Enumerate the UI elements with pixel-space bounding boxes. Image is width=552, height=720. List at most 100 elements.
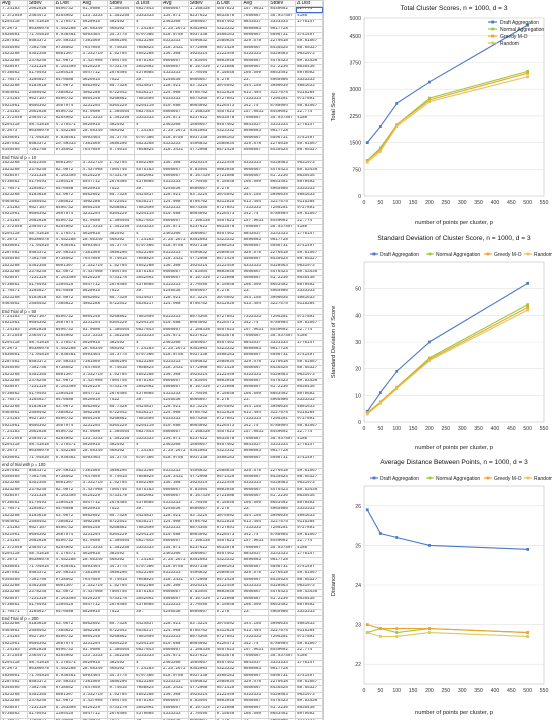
- table-cell[interactable]: 2378245: [26, 269, 55, 277]
- table-cell[interactable]: 88.65327: [295, 44, 323, 53]
- table-cell[interactable]: 58.41818: [26, 550, 55, 559]
- table-cell[interactable]: 5352355: [26, 51, 55, 59]
- table-cell[interactable]: 88.65327: [295, 365, 323, 373]
- table-cell[interactable]: 7392756: [26, 685, 55, 693]
- table-cell[interactable]: 9115284: [295, 198, 323, 207]
- table-cell[interactable]: 71.04816: [26, 563, 55, 572]
- table-cell[interactable]: 1776147: [295, 441, 323, 450]
- table-cell[interactable]: 80386078: [26, 236, 55, 245]
- column-header[interactable]: Stdev: [26, 0, 55, 8]
- table-cell[interactable]: 59.81567: [295, 531, 323, 540]
- data-point[interactable]: [526, 303, 530, 307]
- table-cell[interactable]: 9115284: [295, 627, 323, 636]
- table-cell[interactable]: 59.61567: [295, 140, 323, 149]
- table-cell[interactable]: 2558452: [26, 301, 55, 309]
- table-cell[interactable]: 9115284: [295, 301, 323, 309]
- table-cell[interactable]: 58.41818: [26, 121, 55, 130]
- table-cell[interactable]: 88.65327: [295, 147, 323, 155]
- data-point[interactable]: [365, 508, 369, 512]
- table-cell[interactable]: 5179493: [26, 390, 55, 399]
- table-cell[interactable]: 35.937597: [268, 435, 297, 444]
- table-cell[interactable]: 8583372: [26, 249, 55, 258]
- table-cell[interactable]: 88.65327: [295, 256, 323, 264]
- table-cell[interactable]: 7231329: [26, 493, 55, 501]
- table-cell[interactable]: 0656392: [26, 640, 55, 649]
- table-cell[interactable]: 80386078: [26, 666, 55, 674]
- table-cell[interactable]: 8583372: [26, 140, 55, 149]
- table-cell[interactable]: 2062028: [26, 646, 55, 655]
- table-cell[interactable]: 2062028: [26, 108, 55, 117]
- table-cell[interactable]: 2062028: [26, 326, 55, 335]
- table-cell[interactable]: 7231329: [26, 704, 55, 713]
- data-point[interactable]: [365, 141, 369, 144]
- table-cell[interactable]: 1776147: [295, 339, 323, 347]
- section-label[interactable]: End Trial of p = 10: [0, 153, 82, 162]
- table-cell[interactable]: 5179493: [26, 281, 55, 290]
- table-cell[interactable]: 89.53436: [295, 698, 323, 706]
- table-cell[interactable]: 7392756: [26, 474, 55, 482]
- table-cell[interactable]: 89.53436: [295, 166, 323, 175]
- table-cell[interactable]: 4186: [295, 544, 323, 552]
- data-point[interactable]: [395, 627, 399, 630]
- table-cell[interactable]: 3741497: [295, 31, 323, 40]
- table-cell[interactable]: 3741497: [295, 243, 323, 251]
- table-cell[interactable]: 0656392: [26, 320, 55, 328]
- table-cell[interactable]: 3265927: [26, 506, 55, 514]
- data-point[interactable]: [395, 387, 399, 391]
- table-cell[interactable]: 8635436: [295, 704, 323, 713]
- data-point[interactable]: [378, 391, 382, 395]
- table-cell[interactable]: 88.65327: [295, 576, 323, 585]
- data-point[interactable]: [395, 123, 399, 127]
- table-cell[interactable]: 22.774: [295, 108, 323, 117]
- table-cell[interactable]: 1776147: [295, 121, 323, 130]
- table-cell[interactable]: 7392756: [26, 147, 55, 155]
- table-cell[interactable]: 9631973: [295, 480, 323, 488]
- table-cell[interactable]: 0656392: [26, 531, 55, 540]
- data-point[interactable]: [428, 98, 431, 102]
- table-cell[interactable]: 3265927: [26, 288, 55, 296]
- table-cell[interactable]: 8583372: [26, 570, 55, 578]
- table-cell[interactable]: 9727891: [295, 313, 323, 322]
- table-cell[interactable]: 5183618: [26, 192, 55, 200]
- table-cell[interactable]: 88.65327: [295, 474, 323, 482]
- table-cell[interactable]: 3265927: [26, 608, 55, 617]
- table-cell[interactable]: 2558452: [26, 627, 55, 636]
- data-point[interactable]: [378, 532, 382, 535]
- data-point[interactable]: [428, 80, 431, 84]
- data-point[interactable]: [378, 148, 382, 152]
- table-cell[interactable]: 8635436: [295, 172, 323, 181]
- table-cell[interactable]: 9627107: [26, 204, 55, 213]
- table-cell[interactable]: 0656392: [26, 211, 55, 219]
- table-cell[interactable]: 8635436: [295, 493, 323, 501]
- table-cell[interactable]: 3265927: [26, 185, 55, 194]
- table-cell[interactable]: 89.53436: [295, 57, 323, 66]
- data-point[interactable]: [365, 412, 369, 416]
- table-cell[interactable]: 9727891: [295, 416, 323, 424]
- table-cell[interactable]: 5179493: [26, 499, 55, 508]
- data-point[interactable]: [378, 125, 382, 128]
- table-cell[interactable]: 2378245: [26, 57, 55, 66]
- table-cell[interactable]: 1776147: [295, 550, 323, 559]
- table-cell[interactable]: 4081633: [295, 83, 323, 91]
- table-cell[interactable]: 9631973: [295, 51, 323, 59]
- table-cell[interactable]: 5183618: [26, 294, 55, 303]
- table-cell[interactable]: 35.937597: [268, 224, 297, 232]
- table-cell[interactable]: 58.41818: [26, 230, 55, 239]
- table-cell[interactable]: 2464472: [26, 333, 55, 341]
- table-cell[interactable]: 5183618: [26, 403, 55, 412]
- table-cell[interactable]: 59.61567: [295, 38, 323, 46]
- table-cell[interactable]: 58.41818: [26, 441, 55, 450]
- table-cell[interactable]: 9727891: [295, 525, 323, 533]
- table-cell[interactable]: 59.61567: [295, 249, 323, 258]
- table-cell[interactable]: 71.04816: [26, 454, 55, 463]
- table-cell[interactable]: 4081633: [295, 512, 323, 520]
- table-cell[interactable]: 7231329: [26, 172, 55, 181]
- table-cell[interactable]: 3265927: [26, 76, 55, 85]
- table-cell[interactable]: 9627107: [26, 416, 55, 424]
- data-point[interactable]: [526, 281, 530, 285]
- table-cell[interactable]: [295, 666, 323, 674]
- table-cell[interactable]: 3333333: [295, 185, 323, 194]
- table-cell[interactable]: 2.25.2672: [160, 128, 189, 136]
- table-cell[interactable]: 59.61567: [295, 467, 323, 476]
- table-cell[interactable]: [295, 557, 323, 565]
